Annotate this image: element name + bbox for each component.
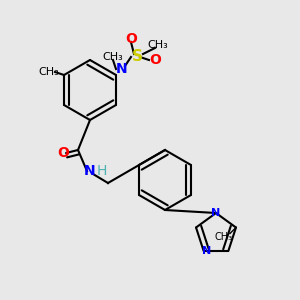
Text: CH₃: CH₃ [39, 67, 59, 77]
Text: N: N [212, 208, 220, 218]
Text: N: N [116, 62, 128, 76]
Text: S: S [131, 50, 142, 64]
Text: O: O [149, 53, 161, 67]
Text: CH₃: CH₃ [215, 232, 233, 242]
Text: O: O [125, 32, 137, 46]
Text: N: N [84, 164, 96, 178]
Text: CH₃: CH₃ [103, 52, 123, 62]
Text: O: O [57, 146, 69, 160]
Text: N: N [202, 246, 211, 256]
Text: CH₃: CH₃ [148, 40, 168, 50]
Text: H: H [97, 164, 107, 178]
